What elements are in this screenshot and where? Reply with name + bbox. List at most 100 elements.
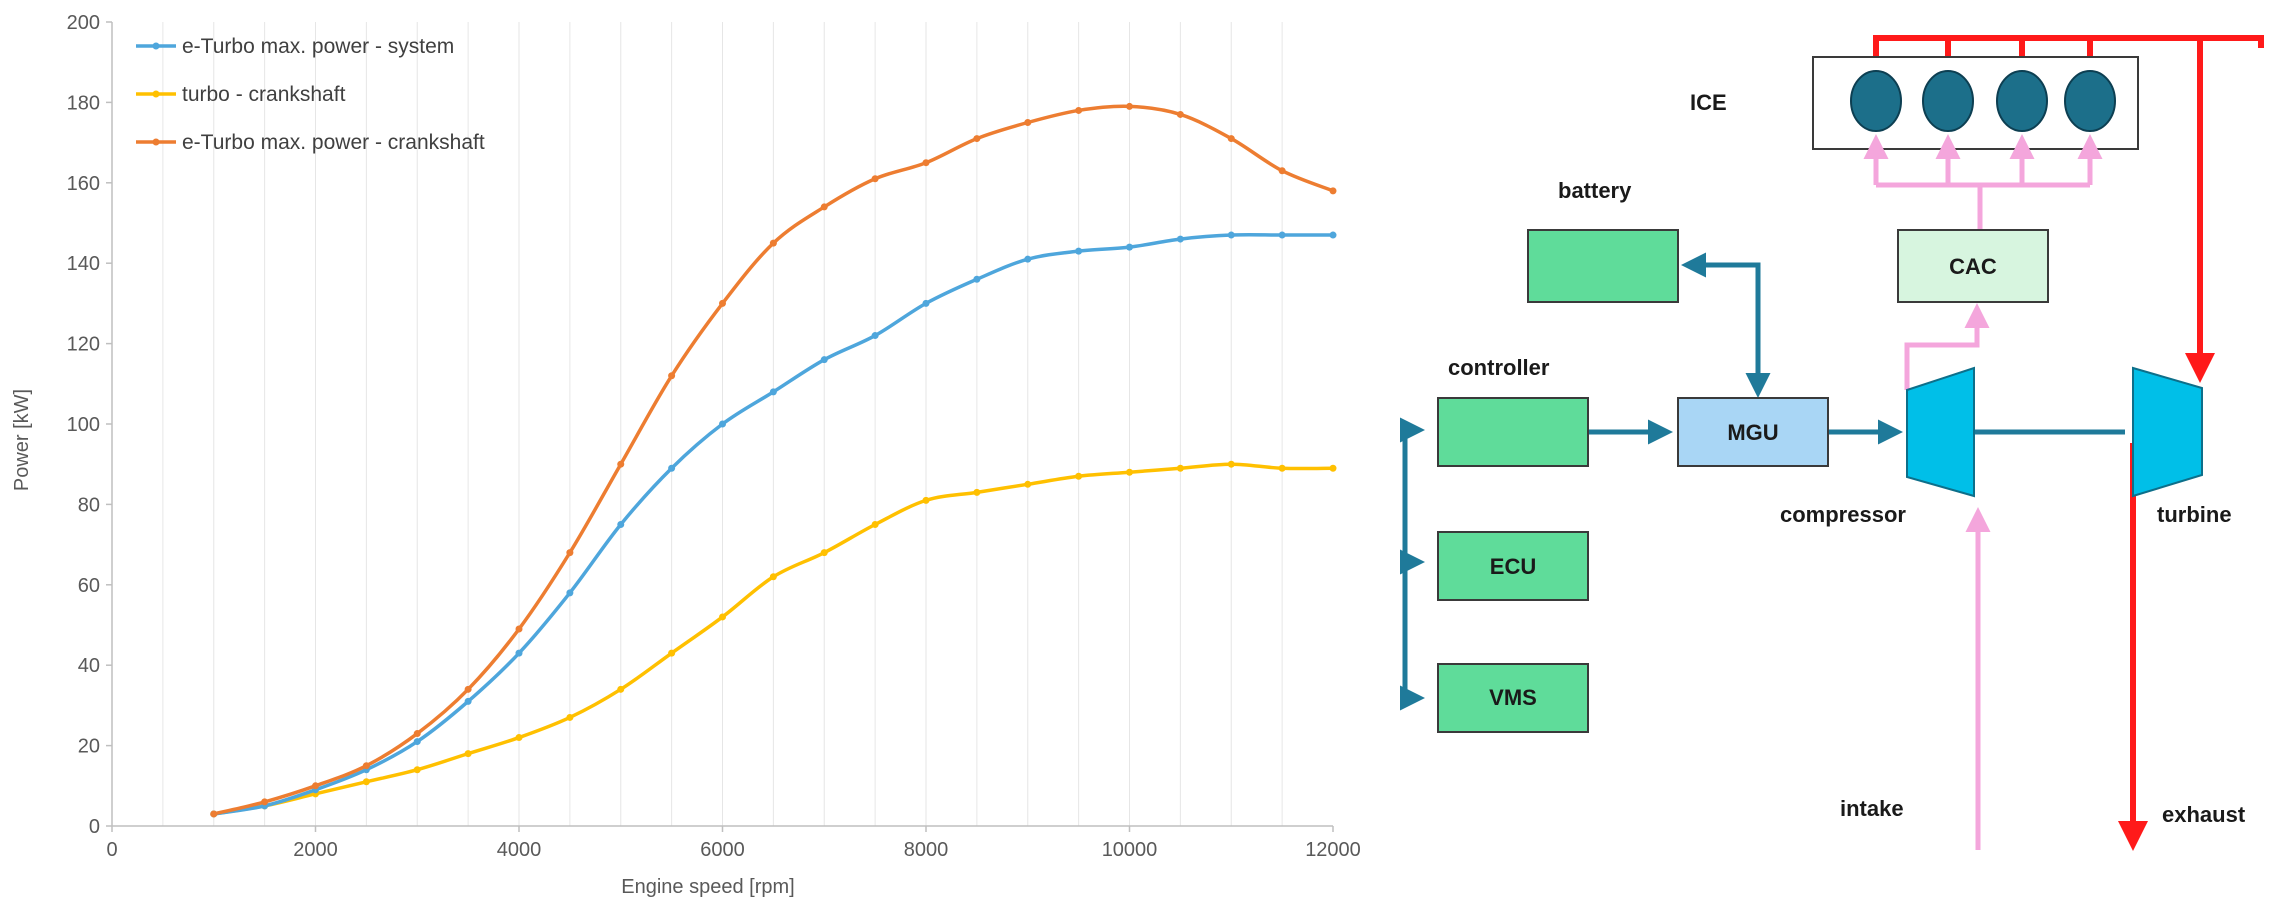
cylinder-4 — [2064, 70, 2116, 132]
chart-series — [210, 102, 1337, 818]
intake-path — [1863, 134, 2103, 850]
data-point — [668, 649, 676, 657]
cylinder-3 — [1996, 70, 2048, 132]
y-tick-label: 80 — [78, 494, 100, 516]
data-point — [1126, 102, 1133, 110]
data-point — [769, 573, 777, 581]
data-point — [820, 356, 828, 364]
data-point — [973, 488, 981, 496]
x-tick-label: 10000 — [1102, 839, 1158, 861]
data-point — [515, 649, 523, 657]
data-point — [1329, 187, 1337, 195]
data-point — [1278, 167, 1286, 175]
x-tick-label: 6000 — [700, 839, 745, 861]
data-point — [1024, 480, 1032, 488]
legend-marker — [152, 138, 160, 146]
legend-item-2: turbo - crankshaft — [136, 83, 346, 106]
cac-block — [1897, 229, 2049, 303]
data-point — [769, 239, 777, 247]
data-point — [1227, 135, 1235, 143]
cylinder-2 — [1922, 70, 1974, 132]
y-tick-label: 0 — [89, 816, 100, 838]
cylinder-1 — [1850, 70, 1902, 132]
data-point — [413, 730, 421, 738]
mgu-label: MGU — [1727, 420, 1778, 445]
data-point — [1024, 255, 1032, 263]
y-tick-label: 200 — [67, 12, 100, 34]
eturbo-system-diagram: ICE CAC battery controller ECU VMS MGU c — [1400, 35, 2264, 851]
y-tick-label: 180 — [67, 92, 100, 114]
y-tick-label: 140 — [67, 253, 100, 275]
exhaust-label: exhaust — [2162, 802, 2246, 827]
x-axis-title: Engine speed [rpm] — [621, 876, 794, 898]
data-point — [1075, 472, 1083, 480]
data-point — [566, 713, 574, 721]
controller-label: controller — [1448, 355, 1550, 380]
legend-marker — [152, 42, 160, 50]
data-point — [871, 175, 879, 183]
data-point — [617, 685, 625, 693]
battery-block — [1527, 229, 1679, 303]
cac-label: CAC — [1949, 254, 1997, 279]
ecu-block — [1437, 531, 1589, 601]
data-point — [1227, 231, 1235, 239]
y-axis-title: Power [kW] — [11, 389, 33, 491]
data-point — [617, 521, 625, 528]
data-point — [515, 734, 523, 742]
data-point — [464, 697, 472, 705]
legend-marker — [152, 90, 160, 98]
legend-item-1: e-Turbo max. power - system — [136, 35, 454, 58]
chart-gridlines — [162, 22, 1283, 826]
data-point — [973, 135, 981, 143]
data-point — [668, 464, 676, 472]
data-point — [1075, 106, 1083, 114]
data-point — [1227, 460, 1235, 468]
data-point — [820, 549, 828, 557]
data-point — [413, 766, 421, 774]
compressor-label: compressor — [1780, 502, 1906, 527]
data-point — [464, 685, 472, 693]
data-point — [464, 750, 472, 758]
data-point — [1176, 110, 1184, 118]
chart-legend: e-Turbo max. power - system turbo - crank… — [136, 35, 485, 154]
ecu-label: ECU — [1490, 554, 1536, 579]
data-point — [566, 549, 574, 557]
data-point — [362, 778, 370, 786]
data-point — [515, 625, 523, 633]
data-point — [922, 299, 930, 307]
data-point — [668, 372, 676, 380]
data-point — [1126, 243, 1133, 251]
data-point — [1278, 231, 1286, 239]
data-point — [1329, 464, 1337, 472]
series-line — [213, 233, 1333, 816]
y-tick-label: 20 — [78, 736, 100, 758]
x-tick-label: 4000 — [497, 839, 542, 861]
data-point — [210, 810, 218, 818]
data-point — [312, 782, 319, 790]
x-tick-label: 8000 — [904, 839, 949, 861]
y-tick-label: 120 — [67, 334, 100, 356]
data-point — [261, 798, 269, 806]
y-tick-label: 60 — [78, 575, 100, 597]
legend-label: e-Turbo max. power - crankshaft — [182, 131, 485, 154]
data-point — [719, 299, 726, 307]
data-point — [413, 738, 421, 746]
x-tick-label: 0 — [106, 839, 117, 861]
turbine-label: turbine — [2157, 502, 2232, 527]
data-point — [719, 613, 726, 621]
controller-block — [1437, 397, 1589, 467]
intake-label: intake — [1840, 796, 1904, 821]
legend-label: turbo - crankshaft — [182, 83, 346, 106]
data-point — [1278, 464, 1286, 472]
data-point — [973, 275, 981, 283]
data-point — [922, 496, 930, 504]
x-tick-label: 2000 — [293, 839, 338, 861]
data-point — [1176, 464, 1184, 472]
chart-axes — [106, 21, 1334, 832]
data-point — [566, 589, 574, 597]
y-tick-label: 100 — [67, 414, 100, 436]
data-point — [1024, 119, 1032, 126]
data-point — [922, 159, 930, 167]
legend-label: e-Turbo max. power - system — [182, 35, 454, 58]
